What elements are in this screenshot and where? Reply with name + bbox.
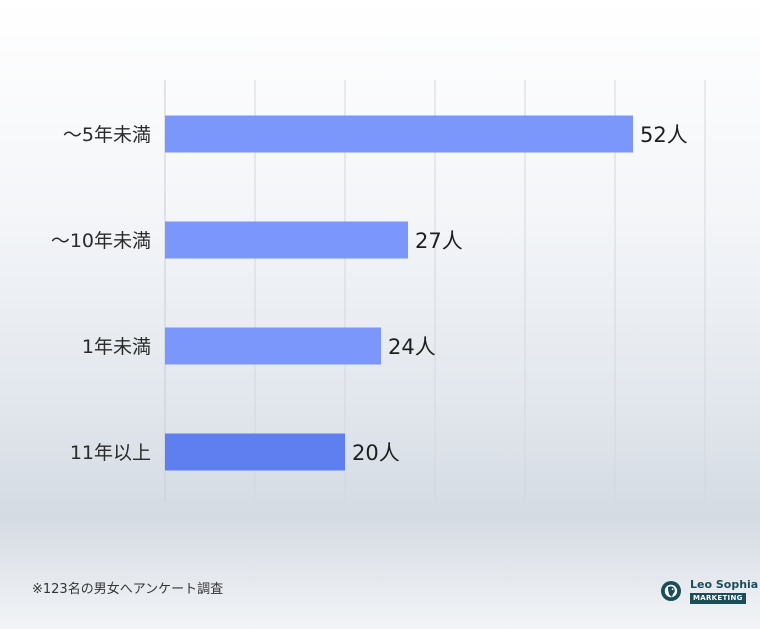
category-label: 11年以上 [70,442,151,464]
category-label: 〜5年未満 [63,124,151,146]
lion-head-icon [661,581,681,601]
bar [165,327,381,365]
value-label: 27人 [415,229,463,253]
category-label: 〜10年未満 [51,230,151,252]
value-label: 52人 [640,123,688,147]
bars [165,115,633,471]
bar [165,115,633,153]
value-label: 20人 [352,441,400,465]
bar-chart: 〜5年未満 52人〜10年未満 27人 1年未満 24人 11年以上 20人 [51,80,706,502]
survey-footnote: ※123名の男女へアンケート調査 [32,582,224,597]
value-label: 24人 [388,335,436,359]
category-label: 1年未満 [82,336,151,358]
logo-subtitle: MARKETING [690,593,746,604]
labels: 〜5年未満 52人〜10年未満 27人 1年未満 24人 11年以上 20人 [51,123,688,465]
brand-logo: Leo Sophia MARKETING [660,578,758,604]
bar [165,433,345,471]
bar [165,221,408,259]
logo-name: Leo Sophia [690,578,759,591]
